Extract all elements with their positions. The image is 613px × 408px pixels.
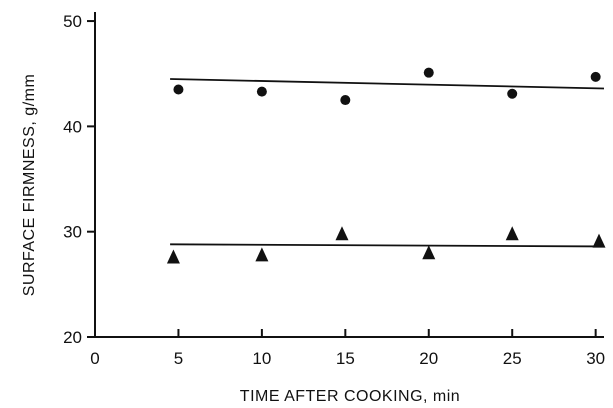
x-axis-ticks: 0 5 10 15 20 25 30 (90, 329, 605, 368)
circle-point (590, 71, 601, 82)
y-tick-label: 50 (63, 12, 82, 31)
triangle-point (505, 226, 519, 241)
triangle-point (166, 249, 180, 264)
circle-point (423, 67, 434, 78)
circle-point (340, 95, 351, 106)
x-tick-label: 0 (90, 349, 99, 368)
trend-lines (170, 78, 605, 248)
trend-line-2 (170, 243, 605, 248)
circle-point (173, 84, 184, 95)
x-tick-label: 20 (419, 349, 438, 368)
triangle-point (592, 233, 606, 248)
y-tick-label: 40 (63, 117, 82, 136)
y-tick-label: 20 (63, 328, 82, 347)
x-tick-label: 10 (252, 349, 271, 368)
x-tick-label: 15 (336, 349, 355, 368)
axes (94, 12, 604, 338)
y-axis-ticks: 20 30 40 50 (63, 12, 95, 347)
y-axis-title: SURFACE FIRMNESS, g/mm (21, 74, 38, 297)
x-tick-label: 30 (586, 349, 605, 368)
x-axis-title: TIME AFTER COOKING, min (240, 388, 460, 405)
triangle-point (335, 226, 349, 241)
triangle-point (422, 245, 436, 260)
triangle-point (255, 247, 269, 262)
data-points (166, 67, 606, 264)
x-tick-label: 5 (174, 349, 183, 368)
circle-point (507, 88, 518, 99)
x-tick-label: 25 (503, 349, 522, 368)
trend-line-1 (170, 78, 605, 90)
y-tick-label: 30 (63, 223, 82, 242)
circle-point (256, 86, 267, 97)
